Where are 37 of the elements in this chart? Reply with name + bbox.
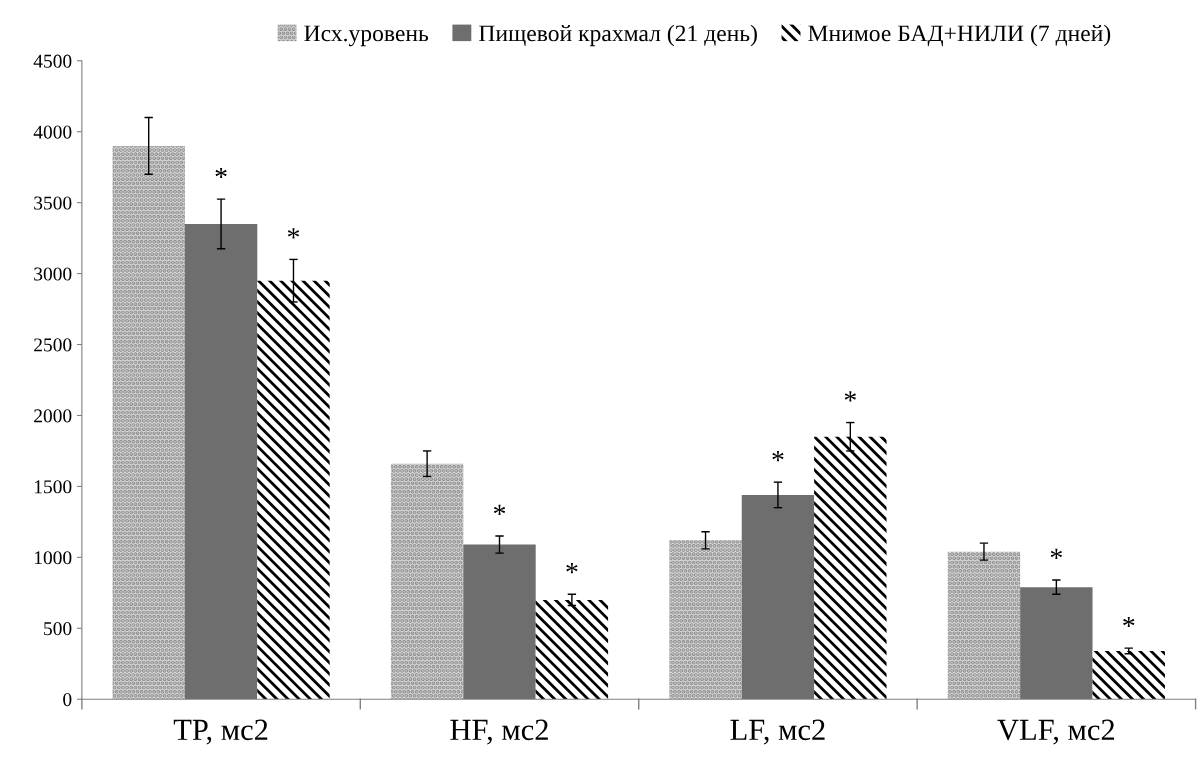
- y-tick-label: 2000: [34, 409, 72, 423]
- y-tick-label: 4500: [33, 54, 72, 68]
- y-tick-label: 4000: [33, 125, 72, 139]
- data-label: *: [566, 563, 578, 574]
- legend-label: Пищевой крахмал (21 день): [479, 24, 757, 47]
- bar: [112, 145, 185, 700]
- bar: [947, 551, 1021, 700]
- legend-label: Мнимое БАД+НИЛИ (7 дней): [808, 24, 1111, 47]
- y-tick-label: 1000: [34, 551, 72, 565]
- bar: [184, 223, 258, 700]
- y-tick-label: 3000: [34, 267, 72, 281]
- data-label: *: [1123, 616, 1135, 628]
- bar: [669, 540, 742, 700]
- legend-label: Исх.уровень: [304, 25, 429, 47]
- data-label: *: [287, 228, 300, 239]
- y-tick-label: 3500: [34, 196, 72, 210]
- data-label: *: [844, 391, 856, 402]
- bar: [741, 494, 815, 700]
- data-label: *: [215, 167, 227, 179]
- bar: [1092, 650, 1165, 700]
- bar: [257, 280, 330, 700]
- data-label: *: [1050, 548, 1062, 560]
- x-tick-label: LF, мс2: [730, 719, 825, 745]
- bar: [535, 599, 609, 700]
- x-tick-label: VLF, мс2: [997, 719, 1115, 745]
- data-label: *: [493, 504, 506, 516]
- bar: [814, 436, 887, 700]
- y-tick-label: 2500: [34, 338, 72, 352]
- bar: [390, 463, 464, 700]
- bar: [463, 544, 536, 700]
- y-tick-label: 500: [44, 622, 72, 636]
- x-tick-label: TP, мс2: [173, 719, 268, 745]
- x-tick-label: HF, мс2: [450, 719, 548, 745]
- y-tick-label: 0: [63, 693, 72, 707]
- data-label: *: [772, 450, 784, 462]
- bar: [1020, 587, 1093, 700]
- y-tick-label: 1500: [34, 480, 72, 494]
